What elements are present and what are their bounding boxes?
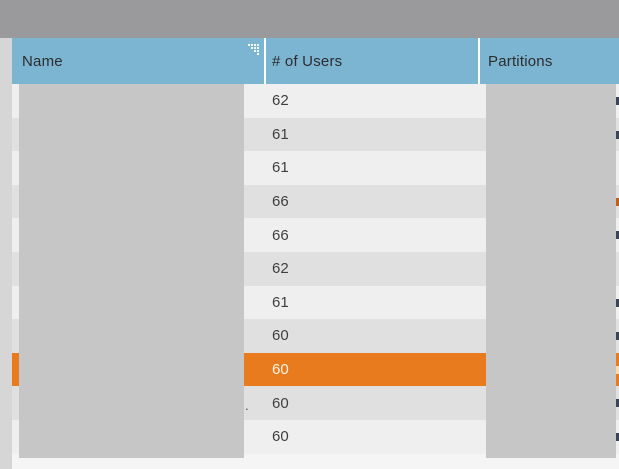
- name-text-fragment: .: [245, 397, 249, 413]
- column-resize-grip-icon[interactable]: [248, 44, 259, 55]
- top-bar: [0, 0, 619, 38]
- truncated-text-fragment: [615, 97, 619, 105]
- redaction-overlay-partitions-column: [486, 84, 616, 458]
- column-header-users[interactable]: # of Users: [266, 38, 478, 84]
- users-count: 60: [272, 394, 289, 412]
- users-count: 60: [272, 428, 289, 446]
- users-count: 62: [272, 260, 289, 278]
- column-header-users-label: # of Users: [272, 52, 343, 70]
- column-header-partitions[interactable]: Partitions: [480, 38, 619, 84]
- users-count: 66: [272, 226, 289, 244]
- page-margin: [0, 38, 12, 469]
- truncated-text-fragment: [615, 130, 619, 139]
- users-count: 61: [272, 125, 289, 143]
- users-count: 60: [272, 361, 289, 379]
- column-divider[interactable]: [478, 38, 480, 84]
- redaction-overlay-name-column: [19, 84, 244, 458]
- column-header-name-label: Name: [22, 52, 63, 70]
- truncated-text-fragment: [615, 432, 619, 441]
- truncated-text-fragment: [615, 399, 619, 408]
- truncated-text-fragment: [615, 231, 619, 240]
- truncated-text-fragment: [615, 298, 619, 307]
- truncated-text-fragment: [615, 197, 619, 206]
- users-count: 61: [272, 293, 289, 311]
- users-count: 66: [272, 193, 289, 211]
- column-header-name[interactable]: Name: [12, 38, 264, 84]
- users-count: 60: [272, 327, 289, 345]
- column-header-partitions-label: Partitions: [488, 52, 553, 70]
- users-count: 61: [272, 159, 289, 177]
- grid-header: Name # of Users Partitions: [12, 38, 619, 84]
- truncated-text-fragment: [615, 332, 619, 341]
- column-divider[interactable]: [264, 38, 266, 84]
- truncated-text-fragment: [615, 365, 619, 374]
- users-count: 62: [272, 92, 289, 110]
